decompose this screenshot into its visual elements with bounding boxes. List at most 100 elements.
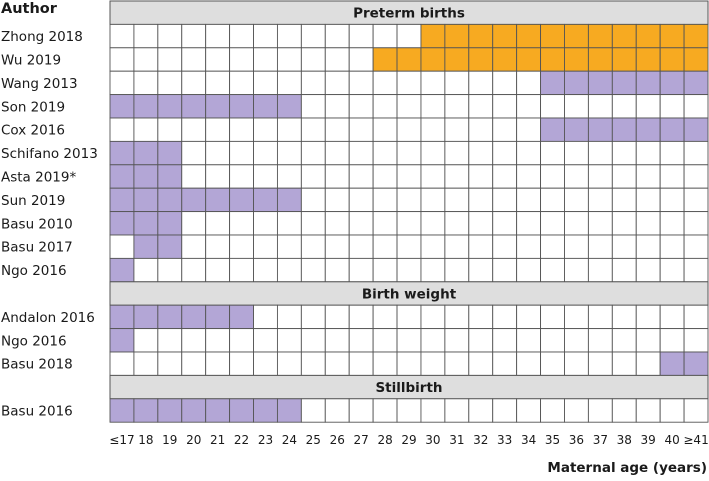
heatmap-cell (468, 351, 494, 376)
heatmap-cell (205, 328, 231, 353)
heatmap-cell-filled (564, 23, 589, 49)
row-author-label: Wang 2013 (1, 76, 78, 92)
heatmap-cell-filled (468, 47, 494, 72)
heatmap-cell (300, 47, 326, 72)
heatmap-cell (683, 328, 709, 353)
heatmap-cell (396, 187, 422, 213)
heatmap-cell-filled (587, 47, 613, 72)
heatmap-cell (492, 70, 518, 96)
heatmap-cell (516, 304, 542, 330)
heatmap-cell (276, 140, 302, 166)
heatmap-cell (468, 398, 494, 423)
heatmap-cell-filled (683, 23, 709, 49)
heatmap-cell (324, 70, 350, 96)
heatmap-cell (683, 211, 709, 236)
heatmap-cell (683, 94, 709, 119)
heatmap-cell-filled (109, 164, 135, 189)
heatmap-cell (348, 328, 374, 353)
row-author-label: Basu 2017 (1, 240, 73, 256)
heatmap-cell (133, 351, 159, 376)
heatmap-cell (372, 398, 398, 423)
heatmap-cell (540, 328, 565, 353)
heatmap-cell (611, 164, 637, 189)
heatmap-cell-filled (492, 47, 518, 72)
heatmap-cell (564, 234, 589, 259)
heatmap-cell-filled (157, 234, 183, 259)
heatmap-cell (492, 257, 518, 283)
heatmap-cell (229, 117, 254, 142)
heatmap-cell (229, 211, 254, 236)
heatmap-cell (468, 117, 494, 142)
heatmap-cell (109, 70, 135, 96)
heatmap-cell (396, 234, 422, 259)
heatmap-cell (324, 140, 350, 166)
heatmap-cell-filled (157, 140, 183, 166)
heatmap-cell (635, 94, 661, 119)
heatmap-cell-filled (516, 23, 542, 49)
heatmap-cell (372, 23, 398, 49)
heatmap-cell (276, 257, 302, 283)
heatmap-cell-filled (540, 117, 565, 142)
heatmap-cell (468, 304, 494, 330)
heatmap-cell (276, 117, 302, 142)
heatmap-cell (181, 70, 207, 96)
heatmap-cell (372, 117, 398, 142)
heatmap-cell (300, 398, 326, 423)
heatmap-cell-filled (133, 304, 159, 330)
heatmap-cell-filled (564, 70, 589, 96)
heatmap-cell (492, 164, 518, 189)
heatmap-cell-filled (420, 23, 446, 49)
heatmap-cell (133, 117, 159, 142)
heatmap-cell (683, 304, 709, 330)
heatmap-cell (635, 164, 661, 189)
heatmap-cell (324, 351, 350, 376)
heatmap-cell-filled (253, 94, 278, 119)
heatmap-cell (516, 351, 542, 376)
heatmap-cell (372, 304, 398, 330)
heatmap-cell-filled (540, 23, 565, 49)
heatmap-cell-filled (683, 117, 709, 142)
heatmap-cell (611, 94, 637, 119)
row-author-label: Schifano 2013 (1, 146, 98, 162)
heatmap-cell-filled (611, 117, 637, 142)
heatmap-cell (157, 257, 183, 283)
heatmap-cell (516, 211, 542, 236)
heatmap-cell (300, 304, 326, 330)
heatmap-cell-filled (181, 304, 207, 330)
heatmap-cell (516, 70, 542, 96)
x-tick-label: 33 (497, 433, 512, 447)
heatmap-cell (133, 257, 159, 283)
heatmap-cell-filled (444, 47, 470, 72)
heatmap-cell (229, 257, 254, 283)
x-tick-label: 18 (138, 433, 153, 447)
heatmap-cell (348, 257, 374, 283)
heatmap-cell (300, 164, 326, 189)
heatmap-cell (444, 70, 470, 96)
heatmap-cell-filled (635, 70, 661, 96)
heatmap-cell (492, 304, 518, 330)
heatmap-cell (540, 187, 565, 213)
heatmap-cell (635, 328, 661, 353)
heatmap-cell-filled (181, 187, 207, 213)
heatmap-cell (396, 140, 422, 166)
heatmap-cell (635, 257, 661, 283)
x-tick-label: 24 (282, 433, 297, 447)
heatmap-cell (372, 94, 398, 119)
heatmap-cell (587, 234, 613, 259)
heatmap-cell (109, 23, 135, 49)
heatmap-cell-filled (492, 23, 518, 49)
heatmap-cell (396, 70, 422, 96)
heatmap-cell (396, 257, 422, 283)
heatmap-cell (659, 140, 685, 166)
heatmap-cell (468, 328, 494, 353)
heatmap-cell (276, 47, 302, 72)
heatmap-cell (540, 304, 565, 330)
heatmap-cell (540, 351, 565, 376)
heatmap-cell-filled (157, 164, 183, 189)
row-author-label: Ngo 2016 (1, 263, 67, 279)
heatmap-cell (468, 70, 494, 96)
heatmap-cell-filled (229, 94, 254, 119)
heatmap-cell (444, 398, 470, 423)
heatmap-cell (659, 328, 685, 353)
heatmap-cell (564, 211, 589, 236)
